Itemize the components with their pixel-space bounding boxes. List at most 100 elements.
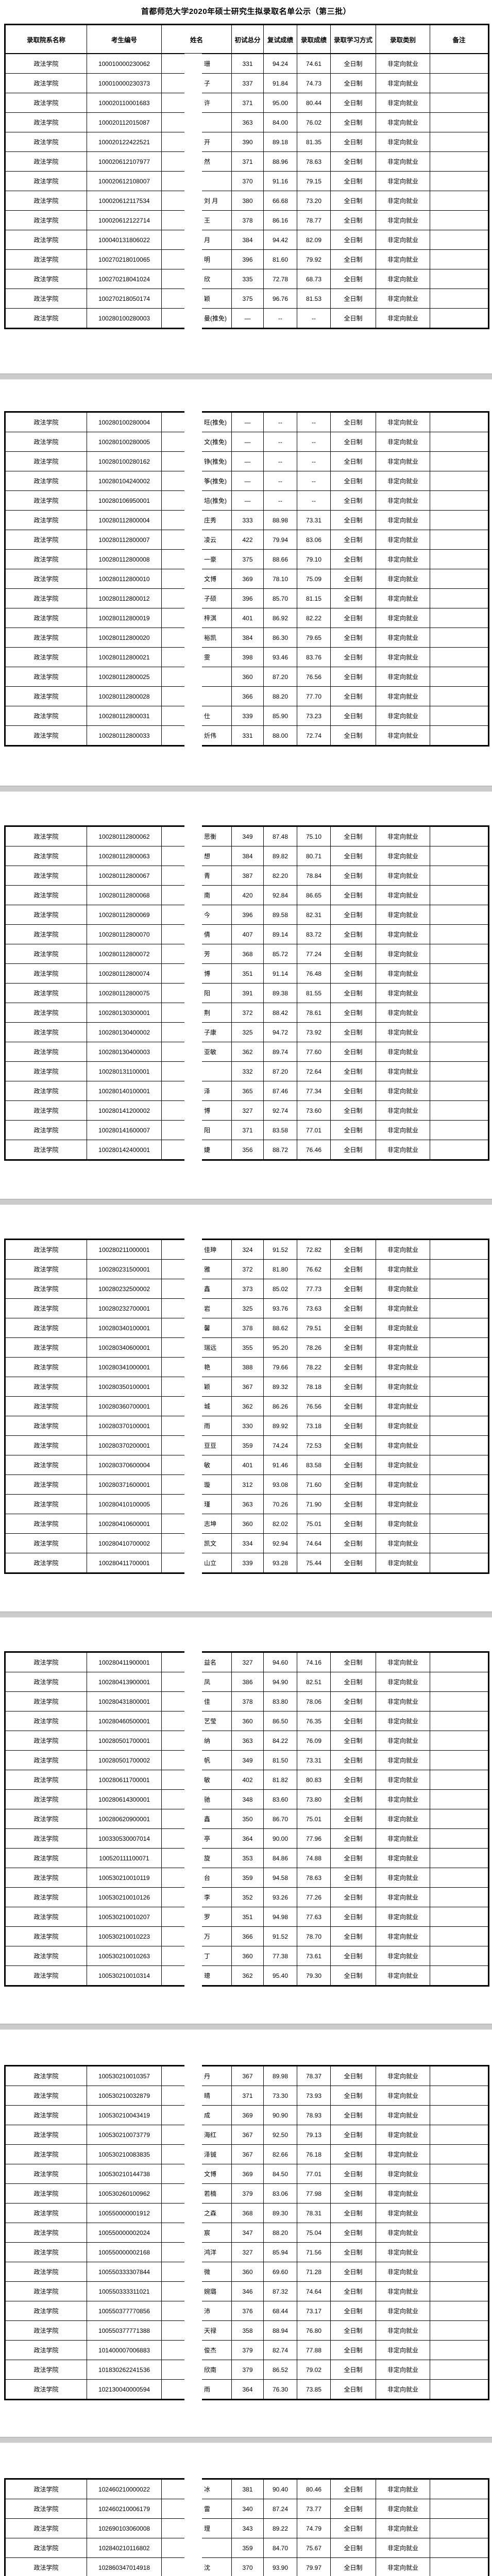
cell-admission-score: 79.10 [297, 549, 331, 569]
cell-initial-score: — [231, 412, 264, 432]
cell-study-mode: 全日制 [330, 725, 376, 746]
cell-department: 政法学院 [5, 2320, 87, 2341]
table-row: 政法学院 100530210010357 丹 367 89.98 78.37 全日制 非定向就… [5, 2065, 489, 2086]
cell-retest-score: 87.46 [263, 1081, 297, 1101]
table-row: 政法学院 100280112800028 366 88.20 77.70 全日制 非定向就业 [5, 686, 489, 706]
cell-candidate-id: 100280104240002 [87, 471, 162, 491]
cell-department: 政法学院 [5, 490, 87, 511]
cell-candidate-id: 100280131100001 [87, 1061, 162, 1081]
cell-category: 非定向就业 [376, 1239, 430, 1260]
cell-department: 政法学院 [5, 2538, 87, 2558]
cell-admission-score: 73.31 [297, 510, 331, 530]
table-row: 政法学院 100280112800021 雯 398 93.46 83.76 全日制 非定向就… [5, 647, 489, 667]
table-wrapper: 政法学院 100280100280004 旺(推免) — -- -- 全日制 非定向就业 政法学… [4, 409, 489, 751]
cell-admission-score: 77.01 [297, 2164, 331, 2184]
table-row: 政法学院 100280140100001 泽 365 87.46 77.34 全日制 非定向就… [5, 1081, 489, 1101]
cell-candidate-id: 100530210043419 [87, 2105, 162, 2125]
cell-category: 非定向就业 [376, 1022, 430, 1042]
cell-category: 非定向就业 [376, 93, 430, 113]
cell-remark [430, 451, 489, 471]
cell-candidate-id: 100530210010223 [87, 1926, 162, 1946]
table-row: 政法学院 100530210010207 罗 351 94.98 77.63 全日制 非定向就… [5, 1907, 489, 1927]
table-wrapper: 政法学院 100280112800062 思衡 349 87.48 75.10 全日制 非定向… [4, 823, 489, 1165]
table-row: 政法学院 100550377770856 沛 376 68.44 73.17 全日制 非定向就… [5, 2301, 489, 2321]
cell-department: 政法学院 [5, 885, 87, 905]
cell-initial-score: 353 [231, 1848, 264, 1868]
cell-remark [430, 2320, 489, 2341]
table-row: 政法学院 100270218041024 欣 335 72.78 68.73 全日制 非定向就… [5, 269, 489, 289]
cell-admission-score: 73.77 [297, 2499, 331, 2519]
cell-retest-score: 91.46 [263, 1455, 297, 1475]
cell-department: 政法学院 [5, 1337, 87, 1358]
cell-initial-score: 350 [231, 1809, 264, 1829]
cell-category: 非定向就业 [376, 1475, 430, 1495]
table-row: 政法学院 100530210010119 台 359 94.58 78.63 全日制 非定向就… [5, 1868, 489, 1888]
table-row: 政法学院 100280340600001 瑞远 355 95.20 78.26 全日制 非定向… [5, 1337, 489, 1358]
cell-study-mode: 全日制 [330, 1239, 376, 1260]
cell-department: 政法学院 [5, 1298, 87, 1318]
cell-category: 非定向就业 [376, 1691, 430, 1711]
cell-admission-score: 75.44 [297, 1553, 331, 1573]
table-row: 政法学院 100280232700001 岩 325 93.76 73.63 全日制 非定向就… [5, 1298, 489, 1318]
cell-remark [430, 1259, 489, 1279]
cell-study-mode: 全日制 [330, 1965, 376, 1986]
column-header-department: 录取院系名称 [5, 24, 87, 54]
cell-department: 政法学院 [5, 2183, 87, 2204]
cell-admission-score: 78.22 [297, 1357, 331, 1377]
table-row: 政法学院 100280501700002 帆 349 81.50 73.31 全日制 非定向就… [5, 1750, 489, 1770]
cell-candidate-id: 100550333311021 [87, 2281, 162, 2301]
cell-initial-score: 327 [231, 1652, 264, 1672]
cell-initial-score: 359 [231, 2538, 264, 2558]
table-row: 政法学院 100020612117534 刘 月 380 66.68 73.20 全日制 非定… [5, 191, 489, 211]
cell-initial-score: 378 [231, 210, 264, 230]
cell-department: 政法学院 [5, 112, 87, 132]
table-row: 政法学院 100530210073779 海红 367 92.50 79.13 全日制 非定向… [5, 2125, 489, 2145]
cell-candidate-id: 100280100280005 [87, 432, 162, 452]
table-row: 政法学院 100270218050174 颖 375 96.76 81.53 全日制 非定向就… [5, 289, 489, 309]
cell-category: 非定向就业 [376, 2379, 430, 2400]
cell-initial-score: 365 [231, 1081, 264, 1101]
cell-category: 非定向就业 [376, 1789, 430, 1809]
cell-remark [430, 2340, 489, 2360]
cell-category: 非定向就业 [376, 1887, 430, 1907]
table-row: 政法学院 100280232500002 鑫 373 85.02 77.73 全日制 非定向就… [5, 1279, 489, 1299]
cell-retest-score: 93.90 [263, 2557, 297, 2576]
cell-department: 政法学院 [5, 269, 87, 289]
cell-department: 政法学院 [5, 706, 87, 726]
cell-retest-score: 88.20 [263, 2223, 297, 2243]
cell-initial-score: 349 [231, 826, 264, 846]
cell-department: 政法学院 [5, 1120, 87, 1140]
cell-candidate-id: 100280112800020 [87, 628, 162, 648]
cell-initial-score: 388 [231, 1357, 264, 1377]
table-row: 政法学院 100280130400003 亚敏 362 89.74 77.60 全日制 非定向… [5, 1042, 489, 1062]
cell-category: 非定向就业 [376, 1809, 430, 1829]
cell-admission-score: 73.93 [297, 2086, 331, 2106]
cell-candidate-id: 100280501700002 [87, 1750, 162, 1770]
cell-admission-score: 80.44 [297, 93, 331, 113]
cell-retest-score: 94.24 [263, 53, 297, 74]
cell-study-mode: 全日制 [330, 2203, 376, 2223]
cell-candidate-id: 100020112015087 [87, 112, 162, 132]
page-separator [0, 1612, 492, 1618]
cell-retest-score: 88.62 [263, 1318, 297, 1338]
cell-initial-score: 325 [231, 1022, 264, 1042]
cell-remark [430, 412, 489, 432]
table-row: 政法学院 100530210010314 璁 362 95.40 79.30 全日制 非定向就… [5, 1965, 489, 1986]
cell-department: 政法学院 [5, 1533, 87, 1553]
cell-study-mode: 全日制 [330, 647, 376, 667]
cell-remark [430, 1926, 489, 1946]
cell-candidate-id: 102860347014918 [87, 2557, 162, 2576]
cell-candidate-id: 100280141600007 [87, 1120, 162, 1140]
cell-study-mode: 全日制 [330, 1061, 376, 1081]
cell-category: 非定向就业 [376, 2360, 430, 2380]
cell-initial-score: 362 [231, 1396, 264, 1416]
cell-department: 政法学院 [5, 2242, 87, 2262]
cell-candidate-id: 100280141200002 [87, 1100, 162, 1121]
cell-category: 非定向就业 [376, 885, 430, 905]
cell-retest-score: 87.20 [263, 1061, 297, 1081]
cell-initial-score: 367 [231, 2125, 264, 2145]
cell-department: 政法学院 [5, 2281, 87, 2301]
cell-remark [430, 667, 489, 687]
cell-retest-score: 91.52 [263, 1239, 297, 1260]
cell-candidate-id: 100530260100962 [87, 2183, 162, 2204]
